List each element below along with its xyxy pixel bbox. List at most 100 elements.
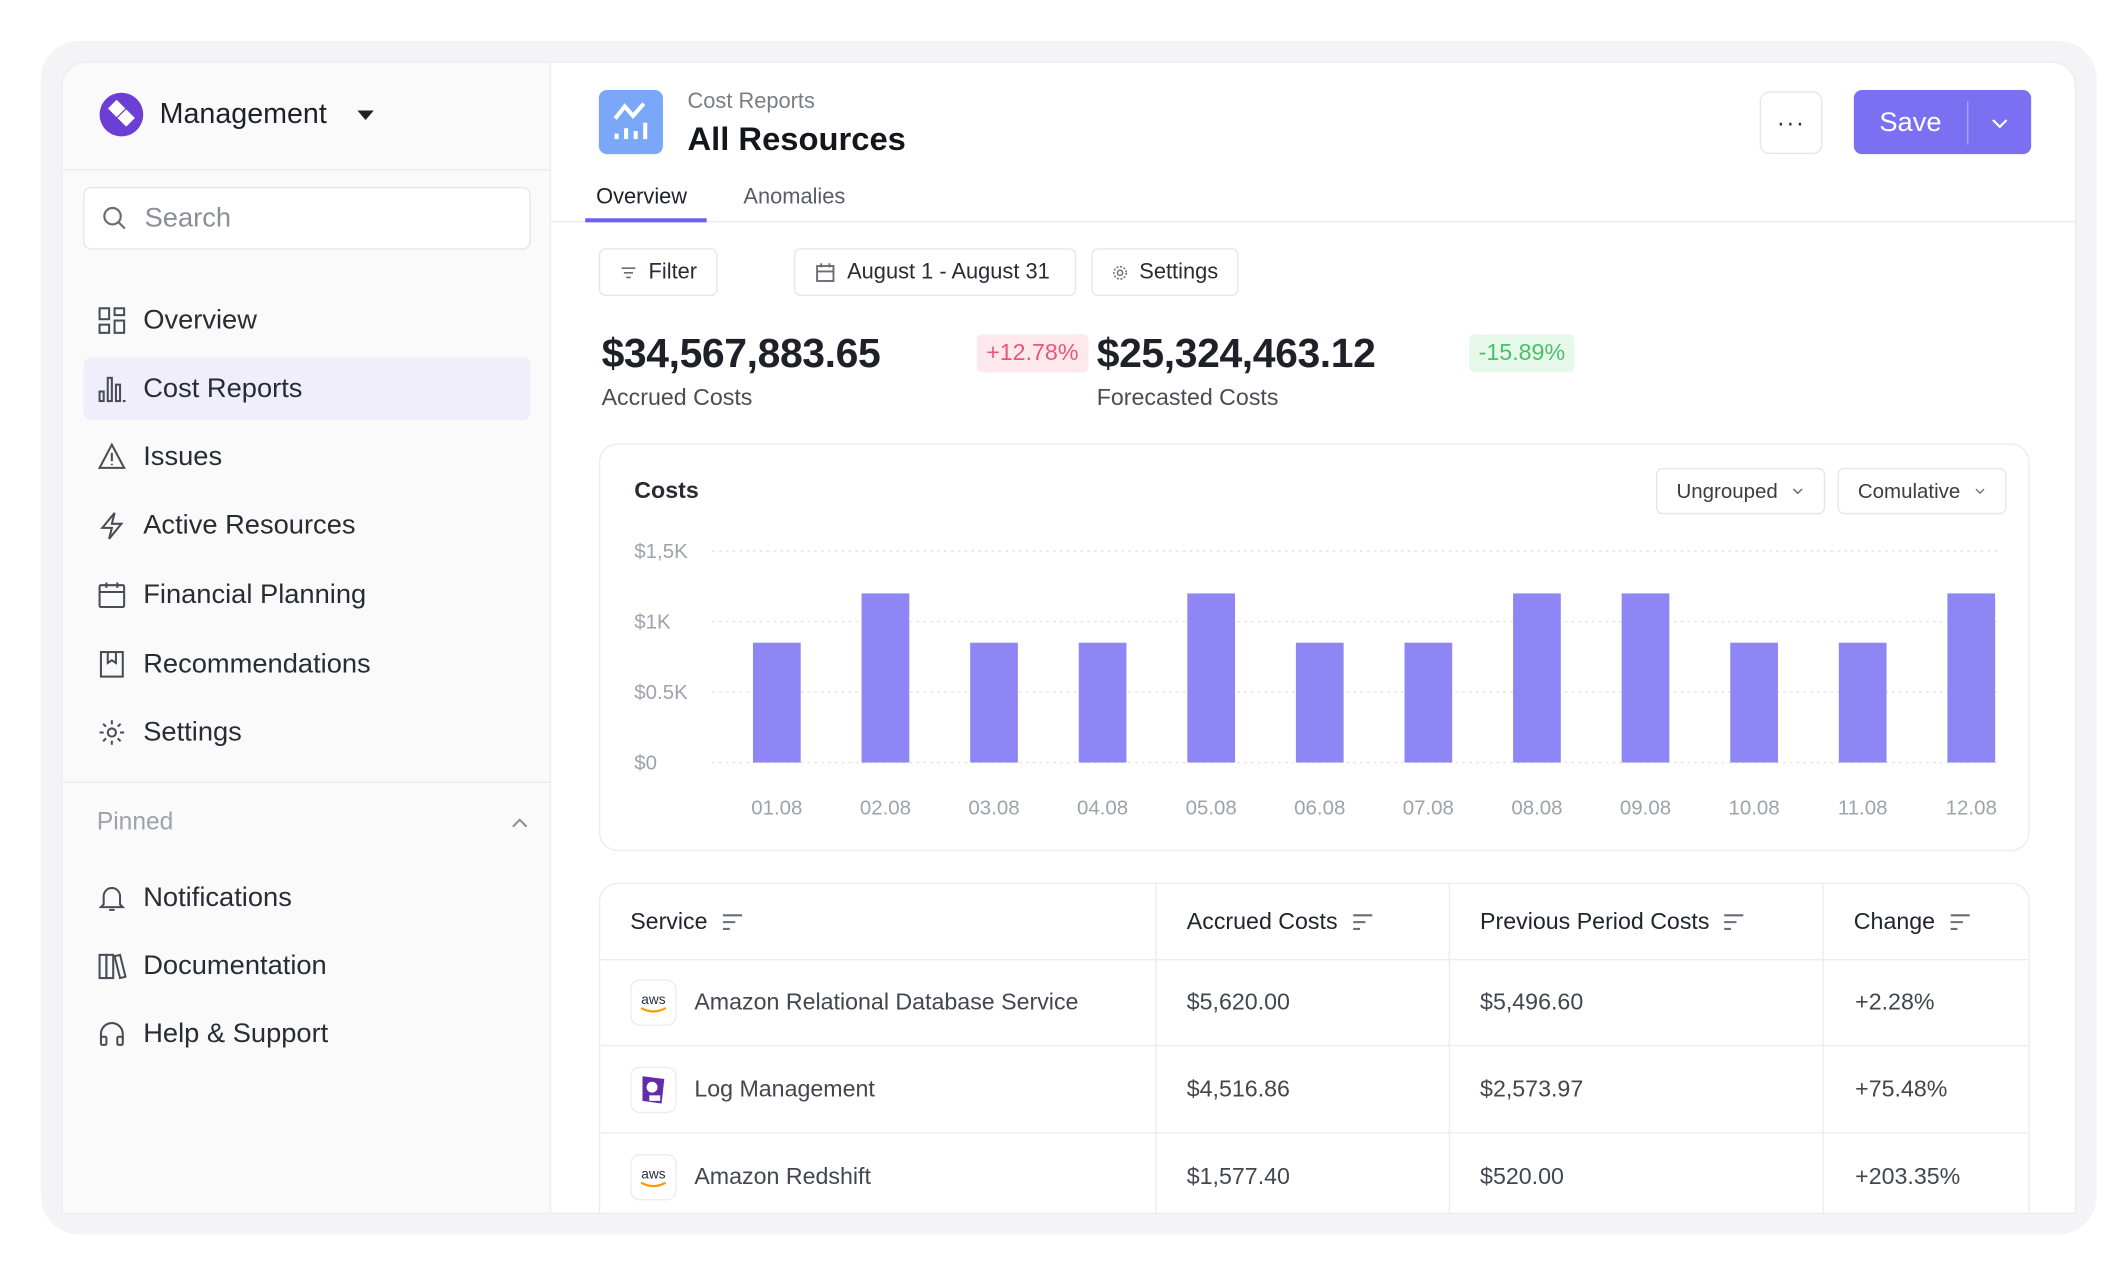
search-input[interactable]: Search: [83, 186, 531, 250]
bar: [752, 642, 801, 763]
sidebar-item-label: Settings: [143, 716, 242, 747]
table-row[interactable]: Log Management $4,516.86 $2,573.97 +75.4…: [600, 1046, 2028, 1132]
row-divider: [600, 1132, 2029, 1134]
column-label: Previous Period Costs: [1480, 907, 1710, 934]
aws-icon: aws: [630, 978, 677, 1026]
app-window: Management Search Overview Cost Reports …: [61, 61, 2077, 1215]
pinned-section-toggle[interactable]: Pinned: [97, 808, 531, 837]
logo-icon: [99, 92, 144, 137]
sidebar-item-label: Help & Support: [143, 1018, 329, 1049]
previous-cost: $2,573.97: [1480, 1075, 1584, 1102]
accrued-cost: $4,516.86: [1186, 1075, 1290, 1102]
column-header-previous[interactable]: Previous Period Costs: [1480, 884, 1745, 959]
x-tick-label: 03.08: [968, 796, 1019, 819]
sort-icon: [722, 913, 742, 930]
settings-button[interactable]: Settings: [1091, 248, 1239, 297]
y-tick-label: $0.5K: [634, 681, 688, 704]
divider: [62, 169, 552, 171]
change-value: +203.35%: [1855, 1162, 1961, 1189]
org-switcher[interactable]: Management: [99, 92, 374, 137]
column-divider: [1155, 883, 1157, 1213]
gear-icon: [1113, 265, 1128, 280]
active-tab-indicator: [585, 218, 707, 223]
x-tick-label: 07.08: [1403, 796, 1454, 819]
sidebar-item-help-support[interactable]: Help & Support: [83, 1003, 530, 1066]
x-tick-label: 02.08: [860, 796, 911, 819]
save-options-button[interactable]: [1968, 111, 2031, 133]
y-tick-label: $1K: [634, 610, 671, 633]
save-button[interactable]: Save: [1854, 100, 1969, 144]
sidebar-item-recommendations[interactable]: Recommendations: [83, 633, 530, 696]
x-tick-label: 10.08: [1729, 796, 1780, 819]
sidebar-item-active-resources[interactable]: Active Resources: [83, 494, 530, 557]
org-name: Management: [159, 98, 327, 130]
search-icon: [103, 206, 126, 230]
bar: [861, 593, 910, 763]
x-tick-label: 04.08: [1077, 796, 1128, 819]
sidebar-item-overview[interactable]: Overview: [83, 289, 530, 352]
forecasted-costs-label: Forecasted Costs: [1096, 384, 1279, 411]
search-placeholder: Search: [144, 202, 232, 233]
sidebar-item-cost-reports[interactable]: Cost Reports: [83, 357, 531, 421]
sidebar-item-label: Overview: [143, 304, 257, 335]
change-value: +75.48%: [1855, 1075, 1948, 1102]
service-name: Amazon Redshift: [694, 1162, 871, 1189]
sidebar-item-label: Documentation: [143, 950, 327, 981]
caret-down-icon: [356, 109, 374, 120]
x-tick-label: 09.08: [1620, 796, 1671, 819]
date-range-picker[interactable]: August 1 - August 31: [793, 248, 1077, 297]
tabs-divider: [551, 220, 2075, 223]
sidebar-item-documentation[interactable]: Documentation: [83, 934, 530, 997]
chart-title: Costs: [634, 477, 699, 504]
bar-chart: $0 $0.5K $1K $1,5K 01.08 02.08 03.08 04.08 05.08…: [634, 540, 2002, 819]
chevron-down-icon: [1992, 118, 2008, 128]
service-name: Amazon Relational Database Service: [694, 988, 1079, 1015]
more-options-button[interactable]: ···: [1759, 91, 1823, 155]
column-header-accrued[interactable]: Accrued Costs: [1187, 884, 1373, 959]
breadcrumb[interactable]: Cost Reports: [687, 90, 815, 114]
lightning-icon: [100, 512, 124, 540]
bar: [1621, 593, 1670, 763]
mode-dropdown[interactable]: Comulative: [1837, 467, 2007, 515]
filter-button[interactable]: Filter: [598, 248, 718, 297]
headset-icon: [99, 1022, 124, 1046]
save-button-group: Save: [1853, 90, 2032, 155]
forecasted-costs-value: $25,324,463.12: [1096, 331, 1376, 377]
table-row[interactable]: aws Amazon Redshift $1,577.40 $520.00 +20…: [600, 1134, 2028, 1213]
divider: [62, 781, 552, 783]
bar: [1947, 593, 1996, 763]
column-label: Service: [630, 907, 708, 934]
bookmark-icon: [99, 651, 124, 678]
warning-icon: [97, 442, 126, 469]
chevron-down-icon: [1975, 488, 1985, 495]
mode-value: Comulative: [1857, 479, 1961, 503]
report-chart-icon: [598, 90, 663, 155]
filter-icon: [621, 266, 636, 278]
calendar-icon: [816, 262, 835, 282]
grouping-value: Ungrouped: [1676, 479, 1778, 503]
row-divider: [600, 958, 2029, 961]
sidebar-item-notifications[interactable]: Notifications: [83, 866, 530, 929]
book-icon: [98, 953, 127, 980]
tab-anomalies[interactable]: Anomalies: [743, 185, 846, 209]
previous-cost: $520.00: [1480, 1162, 1564, 1189]
accrued-costs-label: Accrued Costs: [601, 384, 753, 411]
column-header-service[interactable]: Service: [630, 884, 743, 959]
date-range-label: August 1 - August 31: [847, 259, 1050, 284]
sidebar-item-financial-planning[interactable]: Financial Planning: [83, 563, 530, 626]
table-row[interactable]: aws Amazon Relational Database Service $5…: [600, 959, 2028, 1045]
sidebar-item-label: Cost Reports: [143, 373, 303, 404]
grid-icon: [98, 307, 126, 334]
tab-overview[interactable]: Overview: [596, 185, 688, 209]
column-header-change[interactable]: Change: [1854, 884, 1971, 959]
sidebar-item-issues[interactable]: Issues: [83, 426, 530, 489]
sidebar-item-settings[interactable]: Settings: [83, 701, 530, 764]
sort-icon: [1352, 913, 1372, 930]
sidebar-item-label: Active Resources: [143, 509, 356, 540]
x-tick-label: 12.08: [1946, 796, 1997, 819]
bar: [1838, 642, 1887, 763]
bar: [1295, 642, 1344, 763]
grouping-dropdown[interactable]: Ungrouped: [1656, 467, 1826, 515]
chevron-down-icon: [1793, 488, 1803, 495]
column-label: Accrued Costs: [1186, 907, 1338, 934]
